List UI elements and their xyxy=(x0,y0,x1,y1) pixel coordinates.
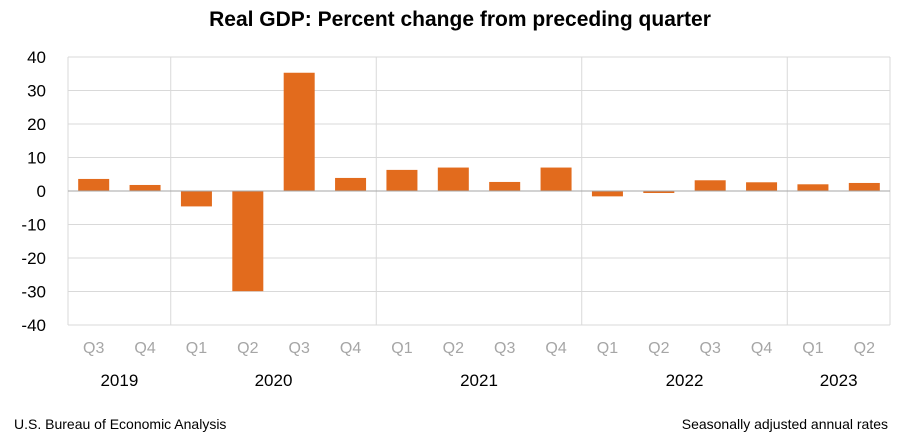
bar xyxy=(335,177,367,191)
bar xyxy=(797,184,829,191)
x-tick-label: Q2 xyxy=(854,340,875,357)
x-tick-label: Q2 xyxy=(237,340,258,357)
x-tick-label: Q2 xyxy=(443,340,464,357)
x-tick-label: Q4 xyxy=(751,340,772,357)
bar xyxy=(283,72,315,191)
y-tick-label: -10 xyxy=(21,216,46,235)
chart-title: Real GDP: Percent change from preceding … xyxy=(209,8,711,31)
y-tick-label: 30 xyxy=(27,82,46,101)
bar xyxy=(129,184,161,191)
bar xyxy=(848,182,880,191)
rates-note: Seasonally adjusted annual rates xyxy=(682,416,888,432)
y-tick-label: -20 xyxy=(21,249,46,268)
x-tick-label: Q3 xyxy=(289,340,310,357)
y-tick-label: -30 xyxy=(21,283,46,302)
x-tick-label: Q1 xyxy=(391,340,412,357)
x-tick-label: Q4 xyxy=(340,340,361,357)
bar xyxy=(694,180,726,191)
bar xyxy=(591,191,623,197)
bar xyxy=(489,181,521,191)
x-tick-label: Q3 xyxy=(700,340,721,357)
year-label: 2020 xyxy=(255,371,293,390)
source-note: U.S. Bureau of Economic Analysis xyxy=(14,416,226,432)
bar xyxy=(643,191,675,194)
x-tick-label: Q1 xyxy=(802,340,823,357)
year-label: 2019 xyxy=(100,371,138,390)
bar xyxy=(232,191,264,292)
x-tick-label: Q1 xyxy=(597,340,618,357)
x-tick-label: Q4 xyxy=(134,340,155,357)
bar xyxy=(437,167,469,191)
y-tick-label: 0 xyxy=(37,182,46,201)
bars xyxy=(78,72,880,292)
x-tick-label: Q1 xyxy=(186,340,207,357)
bar xyxy=(180,191,212,207)
bar xyxy=(386,169,418,191)
y-axis-ticks: -40 -30 -20 -10 0 10 20 30 40 xyxy=(21,48,46,335)
x-tick-label: Q4 xyxy=(545,340,566,357)
bar xyxy=(78,178,110,191)
bar xyxy=(746,182,778,191)
x-tick-label: Q2 xyxy=(648,340,669,357)
x-axis-ticks: Q3 Q4 Q1 Q2 Q3 Q4 Q1 Q2 Q3 Q4 Q1 Q2 Q3 Q4 Q1 Q2 xyxy=(83,340,875,357)
x-tick-label: Q3 xyxy=(494,340,515,357)
y-tick-label: 20 xyxy=(27,115,46,134)
year-label: 2021 xyxy=(460,371,498,390)
year-label: 2022 xyxy=(666,371,704,390)
year-label: 2023 xyxy=(820,371,858,390)
year-labels: 2019 2020 2021 2022 2023 xyxy=(100,371,857,390)
y-tick-label: 40 xyxy=(27,48,46,67)
bar xyxy=(540,167,572,191)
y-tick-label: -40 xyxy=(21,316,46,335)
y-tick-label: 10 xyxy=(27,149,46,168)
x-tick-label: Q3 xyxy=(83,340,104,357)
